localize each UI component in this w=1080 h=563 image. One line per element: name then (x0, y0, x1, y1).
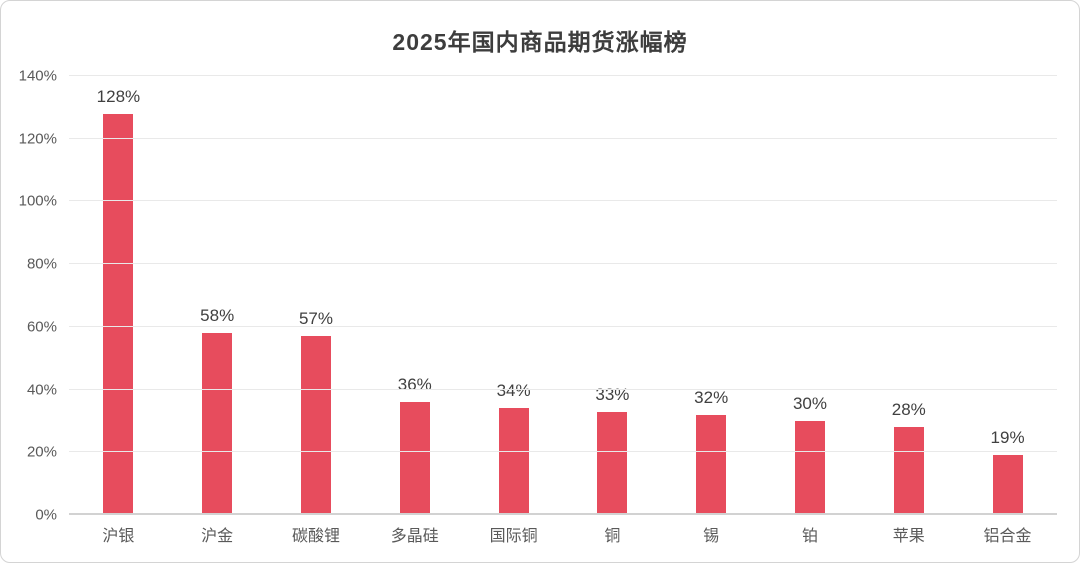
bar-value-label: 34% (496, 381, 531, 401)
y-axis-tick-label: 80% (26, 255, 57, 273)
x-axis-line (69, 513, 1057, 515)
x-axis-label: 铝合金 (983, 528, 1032, 545)
bar-value-label: 32% (694, 387, 729, 407)
bar-value-label: 128% (96, 86, 141, 106)
bar (794, 420, 825, 515)
bar (300, 336, 331, 515)
bar (103, 113, 134, 515)
y-axis-tick-label: 100% (18, 192, 57, 210)
bar-value-label: 57% (298, 309, 333, 329)
y-axis-tick-label: 140% (18, 67, 57, 85)
x-axis-label: 沪银 (102, 528, 135, 545)
x-axis-label: 多晶硅 (390, 528, 439, 545)
bar-column: 128% 沪银 (69, 76, 168, 545)
bar (202, 333, 233, 515)
bar-value-label: 58% (200, 306, 235, 326)
bar-column: 33% 铜 (563, 76, 662, 545)
gridline (69, 388, 1057, 390)
bar-value-label: 28% (891, 400, 926, 420)
x-axis-label: 铜 (604, 528, 621, 545)
x-axis-label: 碳酸锂 (291, 528, 340, 545)
bar (498, 408, 529, 515)
bar-column: 19% 铝合金 (958, 76, 1057, 544)
bar-value-label: 19% (990, 428, 1025, 448)
bar-column: 32% 锡 (662, 76, 761, 545)
bar-column: 28% 苹果 (859, 76, 958, 544)
plot-area: 128% 沪银 58% 沪金 57% 碳酸锂 36% 多晶硅 34% 国际铜 33% 铜 32% 锡 30%… (69, 75, 1057, 545)
y-axis-tick-label: 120% (18, 130, 57, 148)
bar-value-label: 33% (595, 384, 630, 404)
bar (992, 455, 1023, 515)
bar (399, 402, 430, 515)
y-axis-tick-label: 40% (26, 381, 57, 399)
bar-column: 57% 碳酸锂 (267, 76, 366, 544)
gridline (69, 325, 1057, 327)
x-axis-label: 沪金 (201, 528, 234, 545)
x-axis-label: 苹果 (892, 528, 925, 545)
x-axis-label: 铂 (801, 528, 818, 545)
bar-column: 36% 多晶硅 (365, 76, 464, 544)
y-axis-tick-label: 0% (35, 506, 57, 524)
chart-title: 2025年国内商品期货涨幅榜 (392, 29, 688, 55)
bar (893, 427, 924, 515)
y-axis-tick-label: 60% (26, 318, 57, 336)
bar-value-label: 36% (397, 375, 432, 395)
bar-column: 30% 铂 (761, 76, 860, 545)
gridline (69, 451, 1057, 453)
x-axis-label: 锡 (703, 528, 720, 545)
bar-value-label: 30% (792, 393, 827, 413)
bar-columns: 128% 沪银 58% 沪金 57% 碳酸锂 36% 多晶硅 34% 国际铜 33% 铜 32% 锡 30%… (69, 76, 1057, 545)
bar-column: 58% 沪金 (168, 76, 267, 544)
gridline (69, 75, 1057, 76)
bar-column: 34% 国际铜 (464, 76, 563, 544)
y-axis-tick-label: 20% (26, 443, 57, 461)
gridline (69, 137, 1057, 139)
bar (696, 414, 727, 515)
gridline (69, 200, 1057, 202)
x-axis-label: 国际铜 (489, 528, 538, 545)
y-axis: 0% 20% 40% 60% 80% 100% 120% 140% (1, 69, 57, 523)
bar (597, 411, 628, 515)
gridline (69, 263, 1057, 265)
